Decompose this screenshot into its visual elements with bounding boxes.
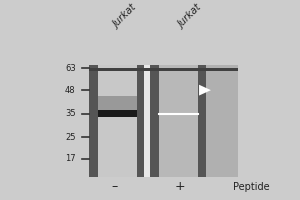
Text: –: – xyxy=(111,180,118,193)
FancyBboxPatch shape xyxy=(89,65,238,177)
FancyBboxPatch shape xyxy=(144,65,150,177)
FancyBboxPatch shape xyxy=(89,65,98,177)
Text: Jurkat: Jurkat xyxy=(111,3,138,30)
Text: 48: 48 xyxy=(65,86,76,95)
FancyBboxPatch shape xyxy=(136,65,144,177)
FancyBboxPatch shape xyxy=(159,65,198,177)
Text: 63: 63 xyxy=(65,64,76,73)
Text: 25: 25 xyxy=(65,133,76,142)
Text: Peptide: Peptide xyxy=(233,182,270,192)
FancyBboxPatch shape xyxy=(206,65,238,177)
Text: 17: 17 xyxy=(65,154,76,163)
Text: +: + xyxy=(174,180,185,193)
FancyBboxPatch shape xyxy=(98,110,136,117)
Polygon shape xyxy=(199,85,211,96)
FancyBboxPatch shape xyxy=(150,65,159,177)
FancyBboxPatch shape xyxy=(198,65,206,177)
Text: Jurkat: Jurkat xyxy=(176,3,204,30)
FancyBboxPatch shape xyxy=(98,96,136,110)
FancyBboxPatch shape xyxy=(89,68,238,71)
Text: 35: 35 xyxy=(65,109,76,118)
FancyBboxPatch shape xyxy=(98,65,136,177)
